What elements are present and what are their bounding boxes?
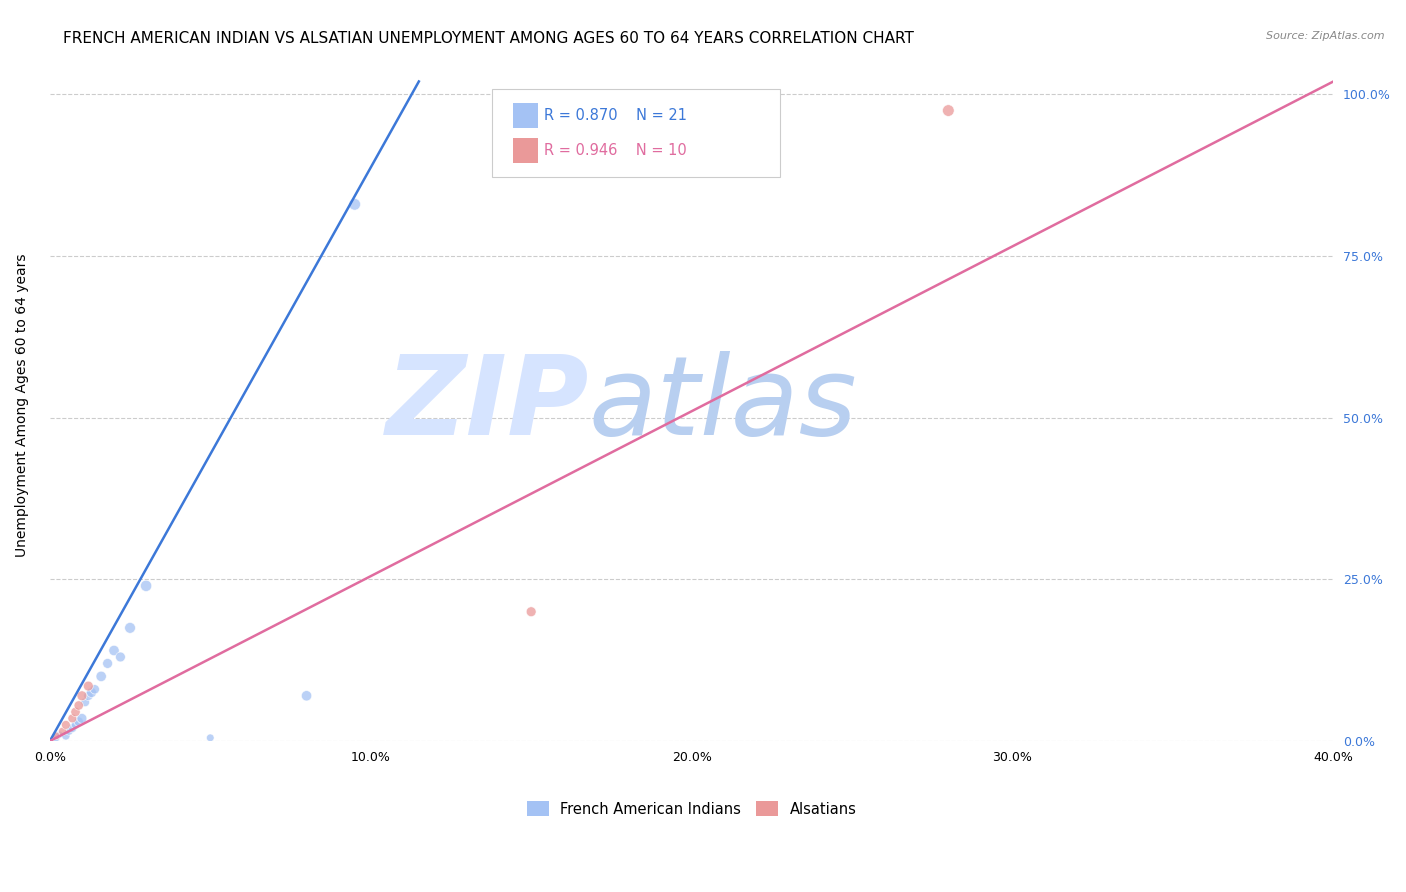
Point [120,621,142,635]
Point [60,711,83,725]
Legend: French American Indians, Alsatians: French American Indians, Alsatians [522,796,862,822]
Point [65,718,87,732]
Point [103,643,125,657]
Text: Source: ZipAtlas.com: Source: ZipAtlas.com [1267,31,1385,41]
Point [58,724,80,739]
Point [45,729,67,743]
Point [80,685,103,699]
Point [936,103,959,118]
Point [77,679,100,693]
Point [67,698,90,713]
Text: FRENCH AMERICAN INDIAN VS ALSATIAN UNEMPLOYMENT AMONG AGES 60 TO 64 YEARS CORREL: FRENCH AMERICAN INDIAN VS ALSATIAN UNEMP… [63,31,914,46]
Point [295,689,318,703]
Point [55,729,77,743]
Point [70,689,93,703]
Point [520,605,543,619]
Text: atlas: atlas [589,351,858,458]
Text: ZIP: ZIP [385,351,589,458]
Point [343,197,366,211]
Point [65,705,87,719]
Point [48,728,70,742]
Point [45,731,67,745]
Point [90,669,112,683]
Y-axis label: Unemployment Among Ages 60 to 64 years: Unemployment Among Ages 60 to 64 years [15,253,30,557]
Text: R = 0.946    N = 10: R = 0.946 N = 10 [544,143,688,158]
Point [52,724,75,739]
Point [83,682,105,697]
Point [110,650,132,665]
Point [97,657,120,671]
Point [135,579,157,593]
Point [55,718,77,732]
Point [67,714,90,729]
Point [200,731,222,745]
Point [75,695,97,709]
Point [70,711,93,725]
Text: R = 0.870    N = 21: R = 0.870 N = 21 [544,108,688,123]
Point [77,689,100,703]
Point [60,721,83,735]
